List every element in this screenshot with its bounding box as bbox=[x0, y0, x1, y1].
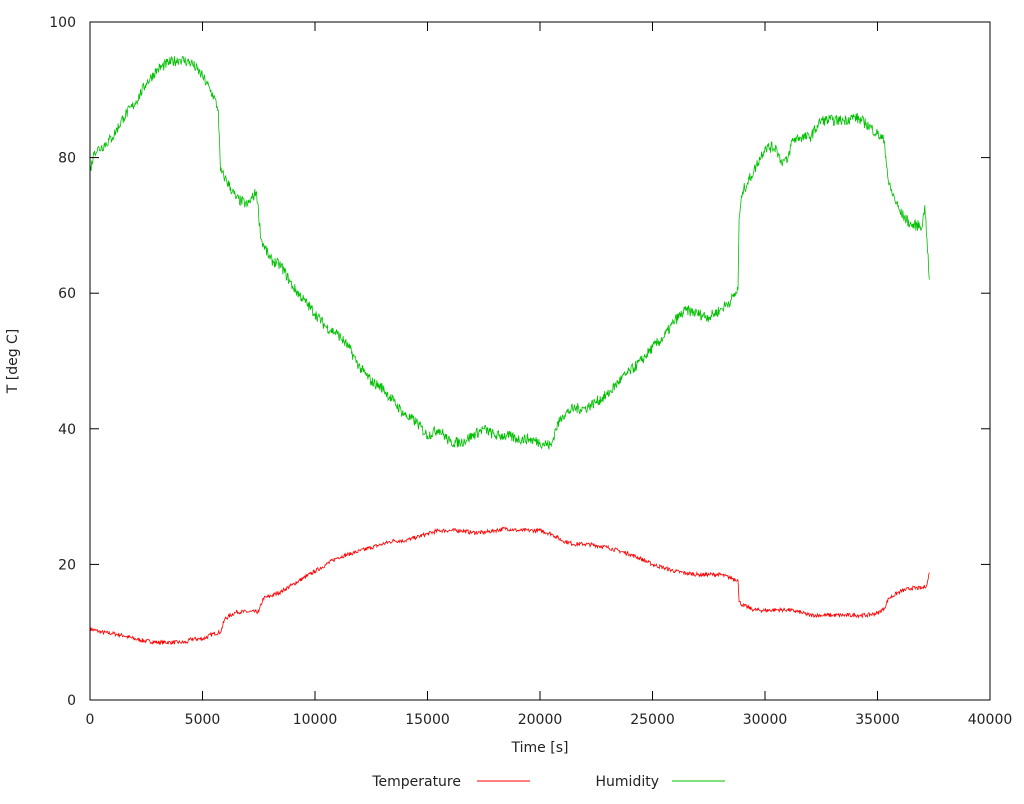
x-tick-label: 30000 bbox=[743, 712, 788, 728]
series-line-humidity bbox=[89, 55, 930, 450]
x-tick-label: 10000 bbox=[293, 712, 338, 728]
x-axis-label: Time [s] bbox=[511, 740, 569, 756]
axis-ticks: 0 5000 10000 15000 20000 25000 30000 35000 40000… bbox=[49, 15, 1012, 728]
x-tick-label: 15000 bbox=[405, 712, 450, 728]
x-tick-label: 40000 bbox=[968, 712, 1013, 728]
y-tick-label: 20 bbox=[58, 557, 76, 573]
x-tick-label: 35000 bbox=[855, 712, 900, 728]
y-tick-label: 100 bbox=[49, 15, 76, 31]
x-tick-label: 0 bbox=[86, 712, 95, 728]
y-tick-label: 80 bbox=[58, 151, 76, 167]
y-tick-label: 0 bbox=[67, 693, 76, 709]
y-axis-label: T [deg C] bbox=[5, 329, 21, 395]
x-tick-label: 25000 bbox=[630, 712, 675, 728]
legend-label-temperature: Temperature bbox=[371, 774, 461, 790]
y-tick-label: 60 bbox=[58, 286, 76, 302]
plot-frame bbox=[89, 21, 991, 701]
series-line-temperature bbox=[89, 526, 930, 646]
y-tick-label: 40 bbox=[58, 422, 76, 438]
legend: Temperature Humidity bbox=[371, 774, 725, 790]
plot-lines bbox=[89, 55, 930, 646]
x-tick-label: 5000 bbox=[185, 712, 221, 728]
x-tick-label: 20000 bbox=[518, 712, 563, 728]
legend-label-humidity: Humidity bbox=[596, 774, 659, 790]
